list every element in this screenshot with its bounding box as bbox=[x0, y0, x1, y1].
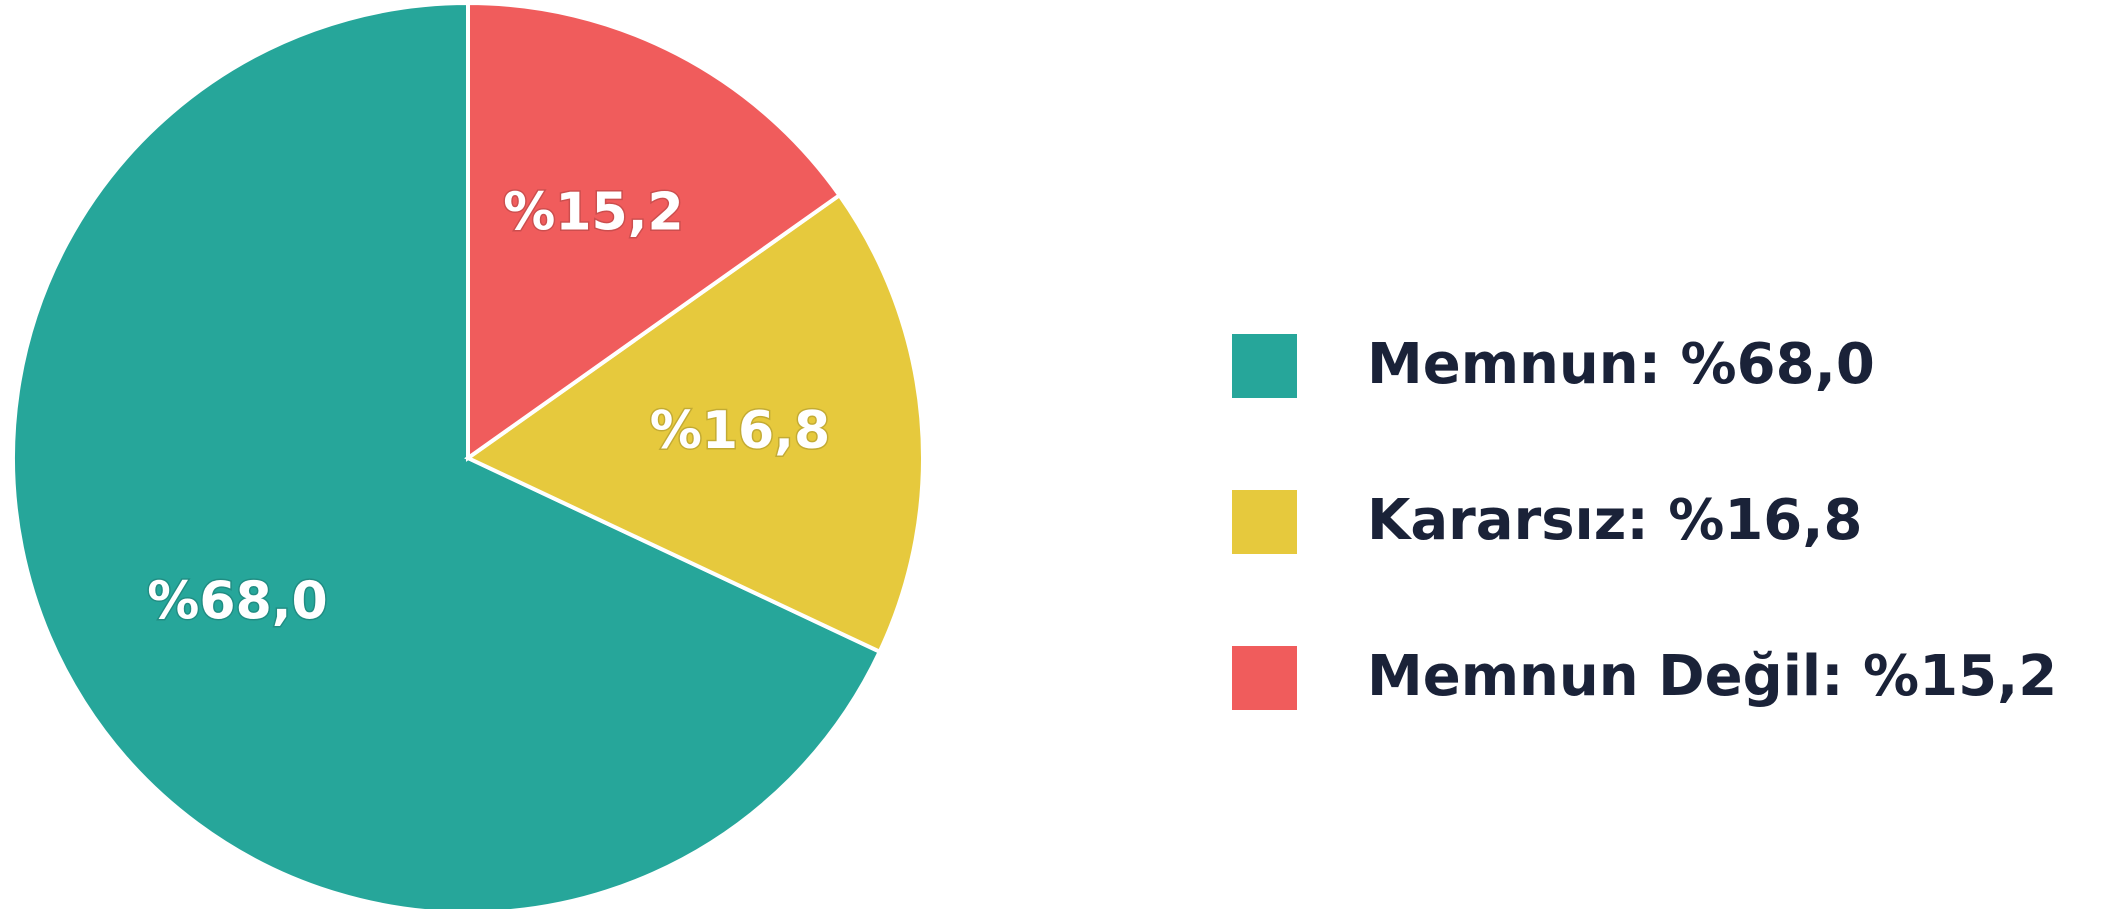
legend-label: Kararsız: %16,8 bbox=[1367, 488, 1863, 553]
pie-slice bbox=[464, 192, 925, 655]
value-label: %68,0 bbox=[147, 571, 327, 631]
pie-slice bbox=[11, 0, 883, 909]
legend-label: Memnun: %68,0 bbox=[1367, 332, 1875, 397]
pie-slice bbox=[466, 0, 843, 462]
value-label: %16,8 bbox=[650, 401, 830, 461]
legend-label: Memnun Değil: %15,2 bbox=[1367, 644, 2057, 709]
legend-swatch bbox=[1232, 490, 1297, 554]
legend-swatch bbox=[1232, 646, 1297, 710]
value-label: %15,2 bbox=[503, 183, 683, 243]
legend-swatch bbox=[1232, 334, 1297, 398]
